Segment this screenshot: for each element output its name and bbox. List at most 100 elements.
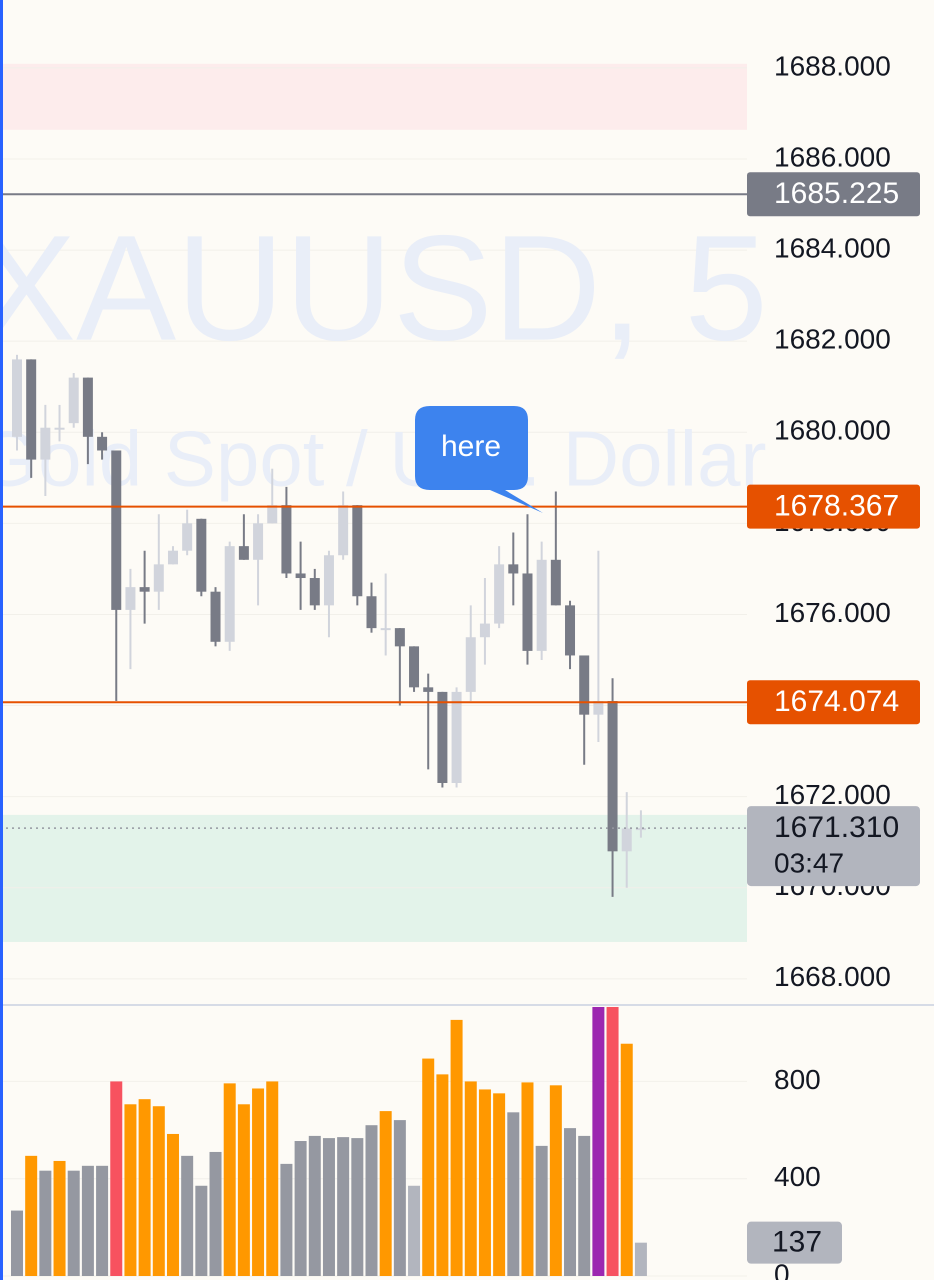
candle-body bbox=[281, 505, 292, 574]
candle-body bbox=[238, 546, 249, 560]
volume-pane bbox=[0, 1007, 747, 1277]
price-line-label-box bbox=[747, 680, 920, 725]
volume-last-label: 137 bbox=[772, 1226, 822, 1259]
price-line-label-box bbox=[747, 172, 920, 217]
last-price-label: 1671.310 bbox=[774, 811, 899, 844]
volume-last-box bbox=[747, 1221, 842, 1264]
volume-bar bbox=[266, 1081, 279, 1276]
candle-body bbox=[451, 691, 462, 783]
candle-body bbox=[111, 450, 122, 610]
volume-bar bbox=[564, 1128, 577, 1276]
candle-body bbox=[565, 605, 576, 656]
volume-bar bbox=[138, 1099, 151, 1276]
watermark-description: Gold Spot / U.S. Dollar bbox=[0, 415, 767, 503]
candle-body bbox=[352, 505, 363, 597]
candle-body bbox=[593, 701, 604, 715]
volume-bar bbox=[294, 1141, 307, 1276]
y-tick-label: 1682.000 bbox=[774, 324, 891, 355]
price-axis: 1668.0001670.0001672.0001674.0001676.000… bbox=[747, 50, 920, 1280]
candle-body bbox=[167, 550, 178, 565]
volume-bar bbox=[578, 1135, 591, 1276]
volume-bar bbox=[25, 1155, 38, 1276]
volume-bar bbox=[124, 1104, 137, 1276]
volume-bar bbox=[67, 1170, 80, 1276]
volume-bar bbox=[365, 1125, 378, 1276]
y-tick-label: 1668.000 bbox=[774, 961, 891, 992]
candle-body bbox=[125, 587, 136, 610]
candle-body bbox=[437, 691, 448, 783]
candle-body bbox=[394, 628, 405, 647]
candle-body bbox=[253, 523, 264, 560]
price-pane-back bbox=[0, 63, 747, 980]
y-tick-label: 400 bbox=[774, 1161, 821, 1192]
candle-body bbox=[224, 546, 235, 642]
callout-text: here bbox=[441, 430, 501, 463]
candle-body bbox=[40, 427, 51, 460]
annotation-callout[interactable]: here bbox=[415, 406, 543, 513]
candle-body bbox=[635, 828, 646, 831]
volume-bar bbox=[11, 1210, 23, 1276]
watermark-symbol: XAUUSD, 5 bbox=[0, 204, 768, 372]
candle-body bbox=[465, 637, 476, 692]
price-line-label: 1674.074 bbox=[774, 685, 899, 718]
candle-body bbox=[423, 687, 434, 692]
candle-body bbox=[182, 523, 193, 551]
volume-bar bbox=[280, 1163, 293, 1276]
volume-bar bbox=[464, 1081, 477, 1276]
candle-body bbox=[139, 587, 150, 592]
y-tick-label: 1686.000 bbox=[774, 141, 891, 172]
volume-bar bbox=[53, 1160, 66, 1276]
candle-body bbox=[82, 377, 93, 437]
candle-body bbox=[26, 359, 37, 460]
price-line-label: 1678.367 bbox=[774, 490, 899, 523]
volume-bar bbox=[478, 1089, 491, 1276]
candle-body bbox=[536, 559, 547, 651]
candle-body bbox=[196, 518, 207, 592]
volume-bar bbox=[634, 1242, 647, 1276]
candle-body bbox=[323, 555, 334, 606]
volume-bar bbox=[379, 1111, 392, 1276]
volume-bar bbox=[81, 1165, 94, 1276]
volume-bar bbox=[252, 1088, 265, 1276]
volume-bar bbox=[549, 1085, 562, 1276]
callout-bubble bbox=[415, 406, 543, 513]
candle-body bbox=[366, 596, 377, 629]
candle-body bbox=[295, 573, 306, 579]
countdown: 03:47 bbox=[774, 847, 844, 878]
volume-bar bbox=[166, 1133, 179, 1276]
candle-body bbox=[153, 564, 164, 592]
candle-body bbox=[68, 377, 79, 424]
candle-body bbox=[522, 573, 533, 651]
volume-bar bbox=[322, 1138, 335, 1276]
volume-bar bbox=[181, 1155, 194, 1276]
volume-bar bbox=[195, 1185, 208, 1276]
candle-body bbox=[550, 559, 561, 606]
volume-bar bbox=[450, 1019, 463, 1276]
volume-bar bbox=[436, 1074, 449, 1276]
candle-body bbox=[607, 701, 618, 852]
volume-bar bbox=[351, 1138, 364, 1276]
candle-body bbox=[579, 655, 590, 715]
volume-bar bbox=[209, 1151, 222, 1276]
candle-body bbox=[409, 646, 420, 688]
y-tick-label: 1672.000 bbox=[774, 779, 891, 810]
volume-bar bbox=[393, 1120, 406, 1276]
candle-body bbox=[97, 436, 108, 451]
volume-bar bbox=[110, 1081, 123, 1276]
volume-bar bbox=[237, 1104, 250, 1276]
last-price-box bbox=[747, 806, 920, 887]
candle-body bbox=[54, 427, 65, 430]
volume-bar bbox=[422, 1058, 435, 1276]
volume-bar bbox=[223, 1083, 236, 1276]
candle-body bbox=[309, 578, 320, 606]
candle-body bbox=[494, 564, 505, 624]
price-line-label: 1685.225 bbox=[774, 177, 899, 210]
volume-bar bbox=[620, 1043, 633, 1276]
y-tick-label: 1680.000 bbox=[774, 415, 891, 446]
candle-body bbox=[267, 505, 278, 524]
volume-bar bbox=[535, 1145, 548, 1276]
y-tick-label: 1684.000 bbox=[774, 232, 891, 263]
candle-body bbox=[380, 628, 391, 631]
volume-bar bbox=[152, 1106, 165, 1276]
